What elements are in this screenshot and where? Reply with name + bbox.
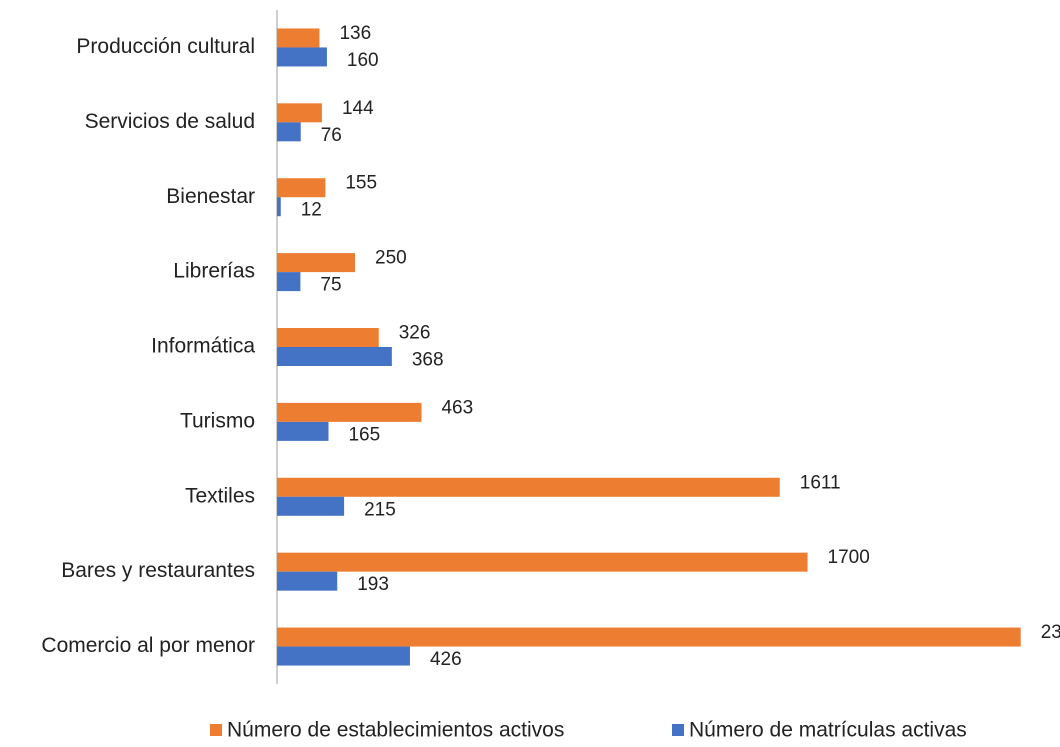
y-tick-label: Informática [151,335,255,358]
data-label: 136 [339,23,371,44]
y-tick-label: Bares y restaurantes [61,559,255,582]
data-label: 165 [348,424,380,445]
data-label: 1700 [828,547,870,568]
data-label: 76 [321,125,342,146]
data-label: 250 [375,248,407,269]
data-label: 1611 [800,472,841,493]
y-tick-label: Bienestar [166,185,255,208]
legend-swatch [672,724,684,736]
y-tick-label: Turismo [180,409,255,432]
bar [277,122,301,142]
bar [277,571,338,591]
data-label: 193 [357,574,389,595]
legend-label: Número de matrículas activas [689,719,967,742]
y-tick-label: Servicios de salud [85,110,255,133]
y-tick-label: Comercio al por menor [41,634,255,657]
bar [277,28,320,48]
data-label: 155 [345,173,377,194]
bar [277,477,780,497]
y-tick-label: Textiles [185,484,255,507]
bar [277,178,326,198]
bar [277,272,301,292]
y-tick-label: Producción cultural [76,35,255,58]
data-label: 160 [347,50,379,71]
data-label: 326 [399,323,431,344]
data-label: 463 [441,397,473,418]
bar [277,421,329,441]
bar [277,552,808,572]
y-tick-label: Librerías [173,260,255,283]
data-label: 12 [301,200,322,221]
data-label: 2383 [1041,622,1060,643]
legend-label: Número de establecimientos activos [227,719,564,742]
legend-swatch [210,724,222,736]
data-label: 75 [320,275,341,296]
bar [277,646,410,666]
bar [277,328,379,347]
bar [277,496,345,516]
data-label: 368 [412,350,444,371]
data-label: 426 [430,649,462,670]
bar [277,253,356,273]
bar [277,347,392,366]
bar [277,627,1021,647]
data-label: 144 [342,98,374,119]
bar [277,402,422,422]
bar [277,47,327,67]
data-label: 215 [364,499,396,520]
bar [277,197,281,217]
bar [277,103,322,123]
